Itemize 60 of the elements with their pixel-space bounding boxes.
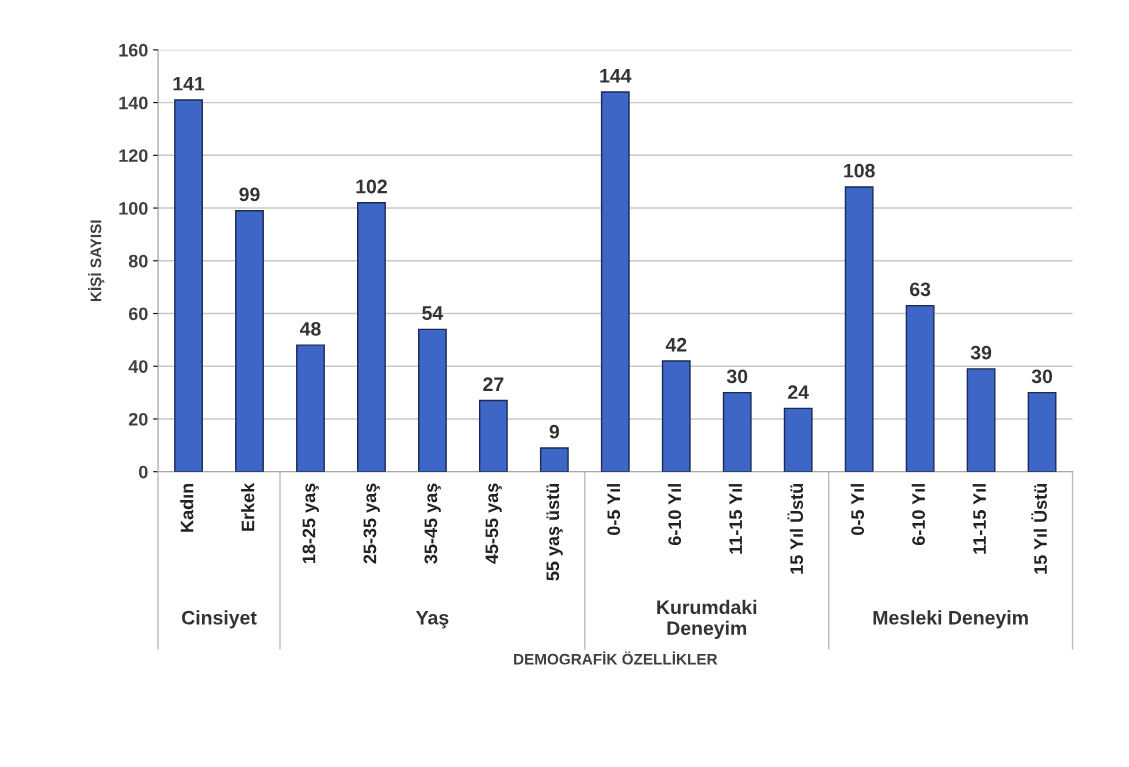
x-tick-label: 0-5 Yıl (850, 484, 865, 535)
x-tick-label: 55 yaş üstü (546, 484, 563, 581)
y-tick-label: 40 (128, 360, 148, 373)
x-tick-label: 15 Yıl Üstü (787, 484, 804, 574)
text: Mesleki Deneyim (873, 610, 1028, 629)
y-tick-label: 0 (139, 465, 148, 479)
bar (417, 328, 447, 472)
data-label: 54 (422, 306, 444, 320)
x-tick-label: Kadın (180, 483, 194, 532)
y-tick-label: 120 (119, 149, 148, 163)
text: Yaş (415, 611, 449, 629)
data-label: 9 (549, 424, 560, 439)
x-tick-label: 25-35 yaş (363, 483, 380, 564)
x-tick-label: 11-15 Yıl (972, 484, 986, 554)
x-tick-label: 0-5 Yıl (606, 484, 621, 535)
x-axis-title: DEMOGRAFİK ÖZELLİKLER (514, 651, 718, 665)
y-tick-label: 140 (119, 96, 148, 110)
bar (174, 99, 203, 472)
bar (783, 407, 813, 472)
bar (844, 186, 874, 472)
data-label: 102 (356, 179, 387, 194)
bar (1027, 391, 1057, 472)
x-tick-label: 6-10 Yıl (667, 484, 682, 546)
y-axis-title: KİŞİ SAYISI (88, 220, 105, 302)
y-tick-label: 20 (128, 412, 148, 426)
data-label: 141 (173, 76, 205, 91)
y-tick-label: 80 (128, 254, 148, 268)
data-label: 48 (299, 321, 321, 336)
x-tick-label: 18-25 yaş (302, 483, 319, 563)
bar (966, 368, 996, 472)
y-tick-label: 60 (128, 307, 148, 321)
text: Cinsiyet (182, 610, 257, 629)
y-tick-label: 100 (119, 201, 148, 215)
bar (539, 447, 569, 472)
data-label: 27 (483, 377, 504, 391)
data-label: 99 (239, 187, 260, 202)
x-tick-label: 35-45 yaş (424, 483, 441, 564)
data-label: 24 (788, 385, 809, 399)
x-tick-label: 11-15 Yıl (728, 484, 743, 554)
bar (296, 344, 325, 472)
bar (235, 209, 264, 472)
x-tick-label: 6-10 Yıl (911, 484, 925, 546)
data-label: 63 (910, 282, 931, 297)
x-tick-label: 15 Yıl Üstü (1031, 484, 1047, 574)
bar (357, 202, 386, 472)
bar (905, 304, 935, 472)
x-tick-label: 45-55 yaş (485, 483, 502, 564)
y-tick-label: 160 (119, 43, 148, 57)
data-label: 30 (726, 369, 748, 384)
data-label: 30 (1031, 369, 1053, 384)
data-label: 39 (970, 345, 992, 360)
data-label: 144 (600, 69, 632, 83)
bar (722, 391, 752, 472)
bar (600, 91, 630, 472)
text: Kurumdaki Deneyim (657, 599, 757, 639)
data-label: 108 (844, 163, 875, 178)
data-label: 42 (665, 337, 687, 352)
bar (661, 360, 691, 472)
bar (478, 399, 508, 472)
x-tick-label: Erkek (241, 482, 255, 531)
